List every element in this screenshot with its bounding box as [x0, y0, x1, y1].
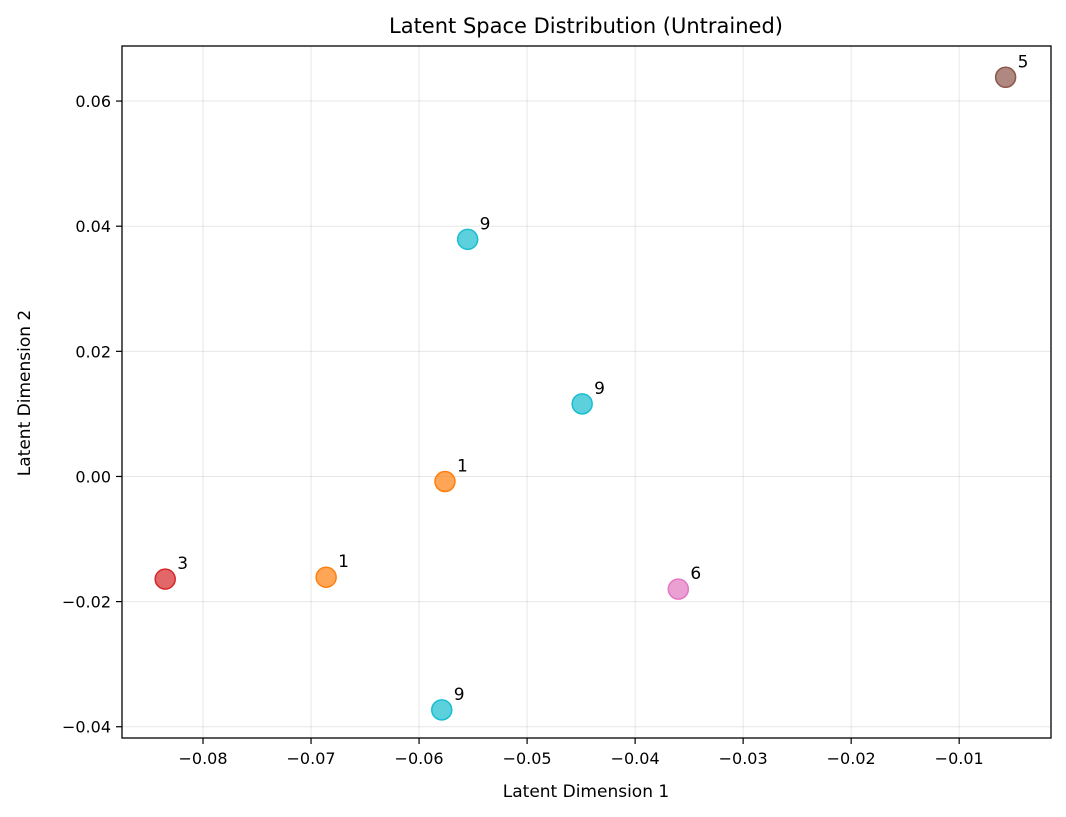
- data-label: 9: [454, 685, 465, 705]
- x-axis-label: Latent Dimension 1: [503, 782, 669, 802]
- x-tick-label: −0.01: [935, 749, 984, 768]
- x-tick-label: −0.08: [179, 749, 228, 768]
- data-point: [667, 578, 690, 600]
- y-tick-label: 0.00: [75, 467, 111, 486]
- data-point: [571, 393, 593, 415]
- x-axis-ticks: −0.08 −0.07 −0.06 −0.05 −0.04 −0.03 −0.02 −0.01: [179, 738, 984, 768]
- x-tick-label: −0.05: [503, 749, 552, 768]
- x-tick-label: −0.03: [719, 749, 768, 768]
- y-axis-label: Latent Dimension 2: [15, 310, 35, 476]
- chart-title: Latent Space Distribution (Untrained): [389, 14, 783, 38]
- data-point: [456, 228, 479, 251]
- data-point: [434, 470, 456, 493]
- data-point: [430, 699, 453, 721]
- grid-lines: [122, 46, 1051, 738]
- y-tick-label: 0.02: [75, 342, 111, 361]
- data-label: 6: [690, 564, 701, 584]
- data-point: [315, 566, 337, 588]
- data-label: 1: [457, 456, 468, 476]
- x-tick-label: −0.07: [287, 749, 336, 768]
- data-point: [994, 66, 1017, 89]
- y-tick-label: 0.04: [75, 217, 111, 236]
- y-tick-label: −0.04: [62, 718, 111, 737]
- y-tick-label: −0.02: [62, 593, 111, 612]
- data-point: [154, 568, 176, 590]
- point-labels: 3 1 1 9 9 9 6 5: [177, 52, 1028, 705]
- x-tick-label: −0.02: [827, 749, 876, 768]
- data-label: 1: [338, 552, 349, 572]
- data-points: [154, 66, 1017, 721]
- x-tick-label: −0.06: [395, 749, 444, 768]
- y-tick-label: 0.06: [75, 92, 111, 111]
- plot-frame: [121, 45, 1052, 739]
- data-label: 5: [1018, 52, 1029, 72]
- x-tick-label: −0.04: [611, 749, 660, 768]
- data-label: 9: [480, 214, 491, 234]
- y-axis-ticks: −0.04 −0.02 0.00 0.02 0.04 0.06: [62, 92, 122, 737]
- data-label: 9: [594, 379, 605, 399]
- data-label: 3: [177, 554, 188, 574]
